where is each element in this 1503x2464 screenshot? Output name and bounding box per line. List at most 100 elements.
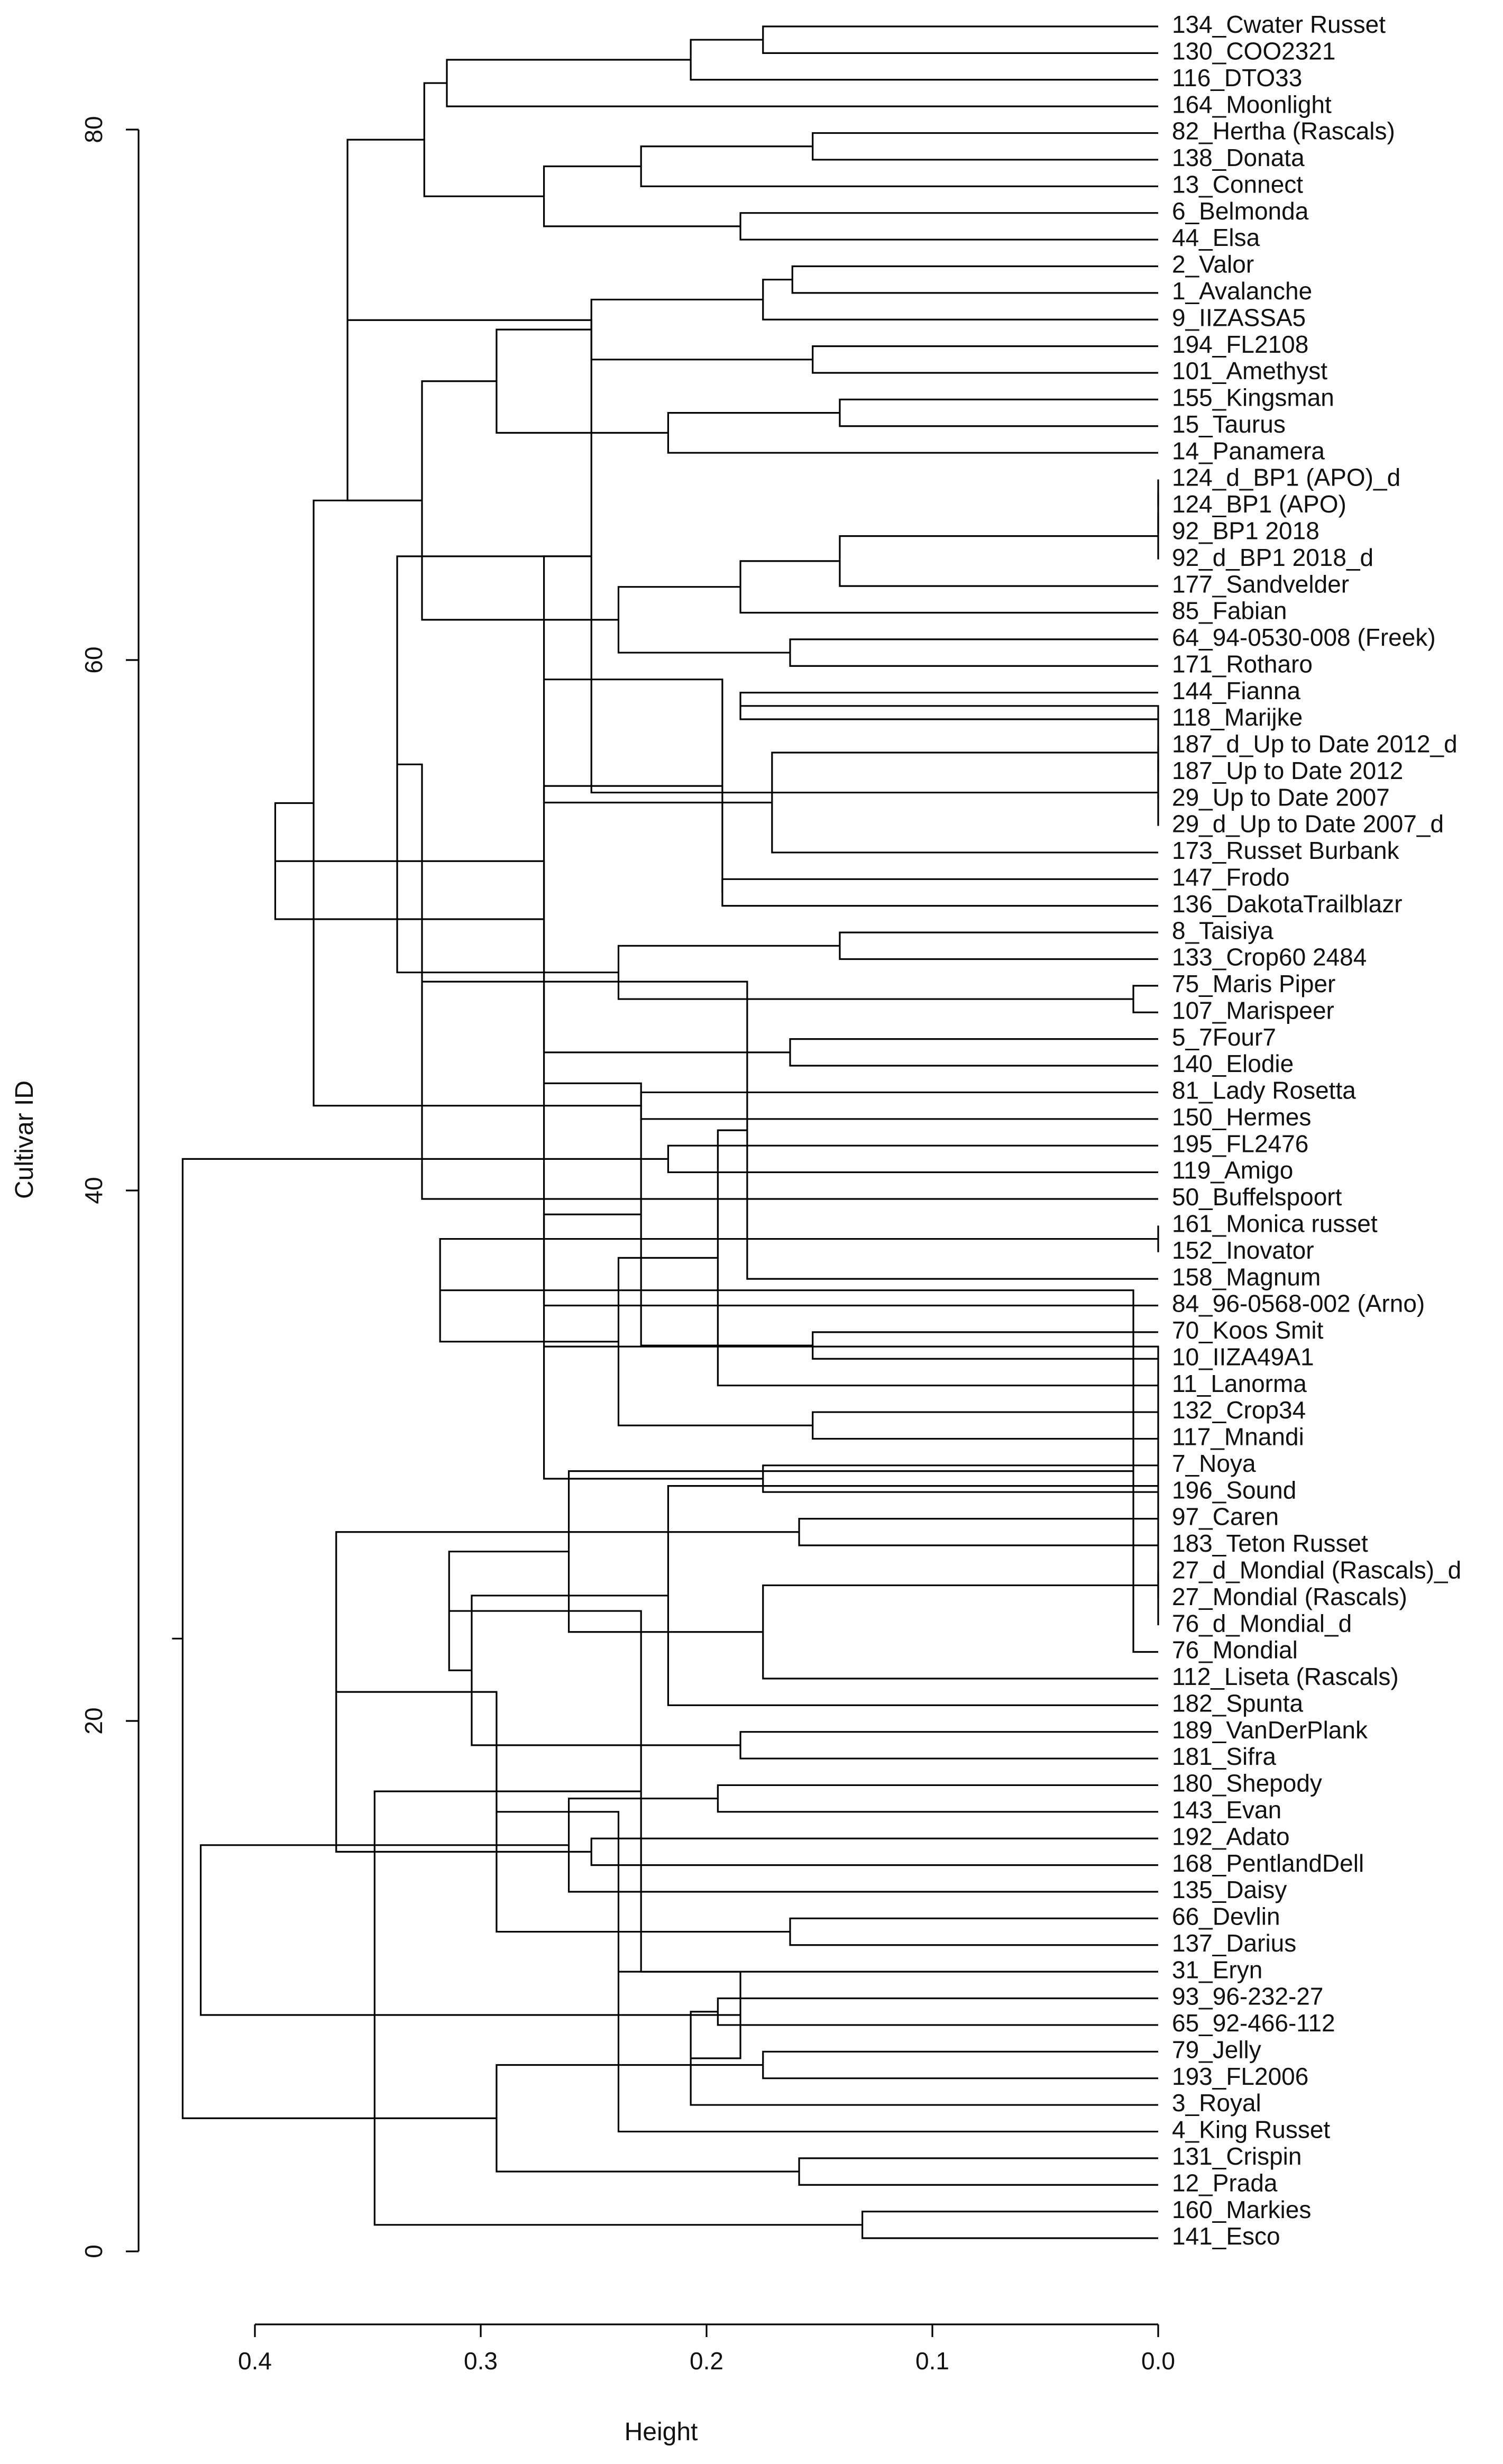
y-tick-label: 60 (80, 646, 107, 673)
dendrogram-link (839, 398, 1158, 427)
leaf-label: 138_Donata (1172, 144, 1305, 171)
leaf-label: 187_Up to Date 2012 (1172, 757, 1403, 784)
dendrogram-link (862, 2211, 1158, 2239)
leaf-label: 101_Amethyst (1172, 357, 1327, 384)
dendrogram-link (446, 59, 1158, 107)
leaf-label: 130_COO2321 (1172, 38, 1335, 65)
x-tick-label: 0.2 (690, 2347, 723, 2375)
leaf-label: 66_Devlin (1172, 1903, 1280, 1930)
leaf-label: 92_BP1 2018 (1172, 517, 1319, 544)
dendrogram-link (812, 1331, 1158, 1360)
leaf-label: 133_Crop60 2484 (1172, 944, 1367, 971)
leaf-label: 9_IIZASSA5 (1172, 304, 1306, 331)
dendrogram-link (567, 1470, 1134, 1633)
leaf-label: 7_Noya (1172, 1450, 1256, 1477)
dendrogram-link (471, 1595, 741, 1746)
leaf-label: 158_Magnum (1172, 1263, 1321, 1290)
leaf-label: 181_Sifra (1172, 1743, 1276, 1770)
leaf-label: 8_Taisiya (1172, 917, 1273, 944)
y-axis-title: Cultivar ID (11, 1080, 39, 1199)
dendrogram-link (812, 132, 1158, 161)
leaf-label: 13_Connect (1172, 170, 1303, 198)
dendrogram-link (762, 2050, 1158, 2080)
leaf-label: 27_d_Mondial (Rascals)_d (1172, 1556, 1461, 1584)
dendrogram-branches (172, 25, 1159, 2239)
leaf-label: 160_Markies (1172, 2196, 1311, 2223)
leaf-label: 141_Esco (1172, 2222, 1280, 2250)
dendrogram-link (798, 2157, 1158, 2186)
dendrogram-link (590, 1837, 1158, 1866)
dendrogram-link (771, 752, 1158, 854)
dendrogram-link (667, 411, 1158, 454)
leaf-label: 173_Russet Burbank (1172, 837, 1400, 864)
leaf-label: 177_Sandvelder (1172, 570, 1349, 598)
dendrogram-link (423, 82, 544, 197)
y-tick-label: 20 (80, 1707, 107, 1734)
leaf-label: 182_Spunta (1172, 1689, 1304, 1717)
leaf-label: 4_King Russet (1172, 2116, 1330, 2144)
dendrogram-link (762, 25, 1158, 54)
dendrogram-link (496, 2064, 800, 2173)
leaf-label: 132_Crop34 (1172, 1396, 1306, 1424)
leaf-label: 12_Prada (1172, 2169, 1278, 2196)
x-ticks: 0.4 0.3 0.2 0.1 0.0 (238, 2324, 1175, 2375)
leaf-label: 155_Kingsman (1172, 384, 1334, 411)
leaf-label: 168_PentlandDell (1172, 1849, 1364, 1877)
leaf-label: 3_Royal (1172, 2089, 1261, 2117)
leaf-label: 140_Elodie (1172, 1050, 1294, 1077)
leaf-label: 10_IIZA49A1 (1172, 1343, 1314, 1370)
leaf-label: 196_Sound (1172, 1476, 1296, 1504)
leaf-label: 124_BP1 (APO) (1172, 490, 1346, 518)
leaf-label: 116_DTO33 (1172, 64, 1302, 91)
leaf-label: 81_Lady Rosetta (1172, 1077, 1356, 1104)
leaf-label: 131_Crispin (1172, 2142, 1302, 2170)
leaf-label: 124_d_BP1 (APO)_d (1172, 464, 1400, 491)
dendrogram-link (690, 39, 1158, 81)
dendrogram-link (544, 679, 723, 893)
dendrogram-link (717, 1997, 1158, 2026)
dendrogram-link (762, 279, 1158, 320)
leaf-label: 171_Rotharo (1172, 650, 1313, 677)
leaf-label: 147_Frodo (1172, 863, 1290, 891)
leaf-label: 192_Adato (1172, 1822, 1290, 1850)
leaf-label: 1_Avalanche (1172, 277, 1312, 305)
dendrogram-link (717, 1784, 1158, 1813)
leaf-label: 112_Liseta (Rascals) (1172, 1663, 1399, 1690)
leaf-label: 193_FL2006 (1172, 2063, 1308, 2090)
dendrogram-link (762, 1464, 1158, 1493)
leaf-label: 6_Belmonda (1172, 197, 1309, 225)
leaf-label: 70_Koos Smit (1172, 1316, 1324, 1344)
leaf-label: 31_Eryn (1172, 1956, 1262, 1983)
leaf-label: 194_FL2108 (1172, 331, 1308, 358)
y-tick-label: 80 (80, 116, 107, 143)
leaf-label: 65_92-466-112 (1172, 2009, 1335, 2037)
leaf-label: 135_Daisy (1172, 1876, 1287, 1903)
leaf-labels: 134_Cwater Russet130_COO2321116_DTO33164… (1172, 11, 1461, 2250)
dendrogram-link (812, 345, 1158, 374)
dendrogram-link (199, 1844, 741, 2016)
dendrogram-link (617, 945, 1134, 1000)
leaf-label: 29_d_Up to Date 2007_d (1172, 810, 1444, 838)
leaf-label: 85_Fabian (1172, 597, 1287, 625)
x-tick-label: 0.4 (238, 2347, 272, 2375)
dendrogram-link (543, 165, 741, 227)
dendrogram-link (791, 265, 1158, 294)
leaf-label: 27_Mondial (Rascals) (1172, 1583, 1407, 1610)
leaf-label: 164_Moonlight (1172, 90, 1332, 118)
leaf-label: 64_94-0530-008 (Freek) (1172, 624, 1436, 651)
x-tick-label: 0.0 (1141, 2347, 1175, 2375)
dendrogram-link (839, 535, 1158, 587)
dendrogram-link (373, 1790, 863, 2226)
leaf-label: 76_d_Mondial_d (1172, 1609, 1352, 1637)
leaf-label: 195_FL2476 (1172, 1130, 1308, 1157)
dendrogram-link (739, 212, 1158, 241)
leaf-label: 134_Cwater Russet (1172, 11, 1386, 38)
dendrogram-link (789, 1917, 1158, 1946)
dendrogram-link (543, 785, 790, 1054)
x-tick-label: 0.3 (464, 2347, 498, 2375)
leaf-label: 187_d_Up to Date 2012_d (1172, 730, 1458, 758)
leaf-label: 152_Inovator (1172, 1236, 1314, 1264)
leaf-label: 97_Caren (1172, 1503, 1279, 1531)
dendrogram-link (798, 1517, 1158, 1546)
